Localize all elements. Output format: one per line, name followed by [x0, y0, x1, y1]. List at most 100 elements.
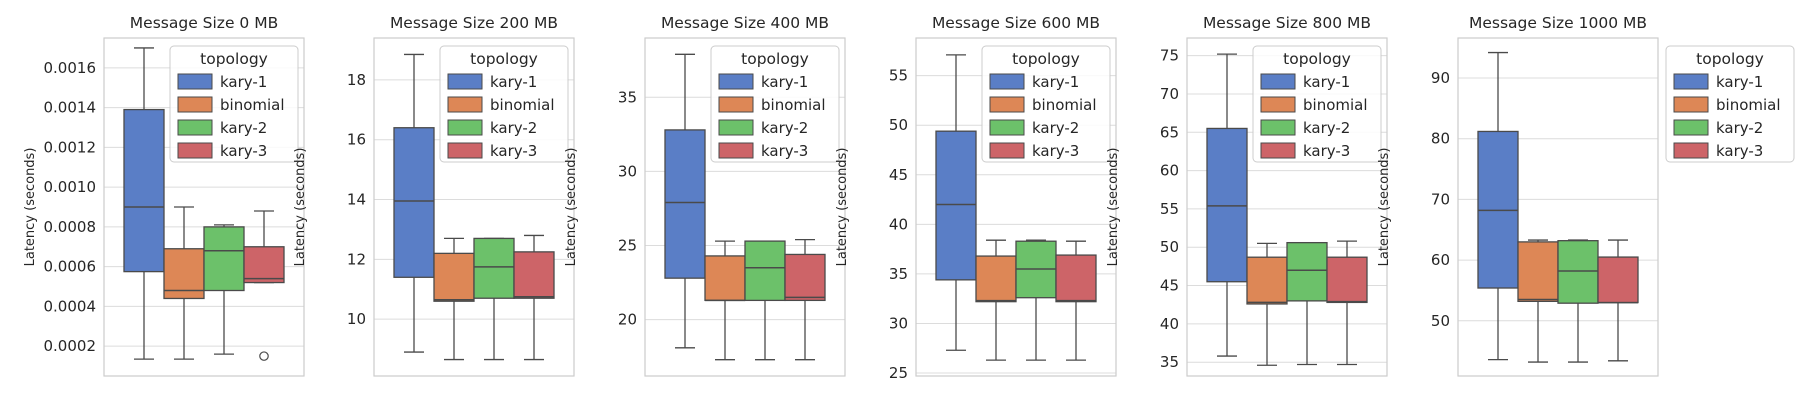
- legend-swatch-kary-2: [177, 119, 213, 136]
- legend-title: topology: [1283, 50, 1351, 68]
- legend-label-kary-2: kary-2: [761, 119, 808, 137]
- legend-swatch-kary-2: [1260, 119, 1296, 136]
- box-iqr: [704, 255, 746, 302]
- y-tick-label: 45: [1160, 277, 1179, 295]
- y-tick-label: 14: [347, 191, 366, 209]
- box-iqr: [1597, 256, 1639, 304]
- y-tick-label: 25: [618, 237, 637, 255]
- plot-frame: [373, 37, 575, 377]
- legend-swatch-kary-2: [718, 119, 754, 136]
- legend-swatch-kary-3: [1260, 142, 1296, 159]
- legend-swatch-kary-3: [1673, 142, 1709, 159]
- legend-swatch-binomial: [177, 96, 213, 113]
- legend-label-kary-1: kary-1: [1716, 73, 1763, 91]
- y-tick-label: 0.0004: [44, 297, 97, 315]
- legend-label-binomial: binomial: [1032, 96, 1097, 114]
- chart-title: Message Size 800 MB: [1203, 14, 1371, 32]
- plot-frame: [644, 37, 846, 377]
- box-kary-2: [1286, 241, 1328, 366]
- y-tick-label: 0.0008: [44, 218, 97, 236]
- legend-swatch-kary-1: [1673, 73, 1709, 90]
- box-iqr: [1206, 127, 1248, 283]
- box-iqr: [203, 226, 245, 292]
- legend: topology kary-1 binomial kary-2 kary-3: [439, 45, 569, 163]
- box-iqr: [1517, 241, 1559, 303]
- box-iqr: [1326, 256, 1368, 304]
- legend-label-kary-1: kary-1: [1303, 73, 1350, 91]
- legend-label-kary-2: kary-2: [1716, 119, 1763, 137]
- legend-swatch-kary-2: [1673, 119, 1709, 136]
- y-tick-label: 25: [889, 364, 908, 382]
- legend-label-binomial: binomial: [220, 96, 285, 114]
- box-binomial: [704, 240, 746, 361]
- y-tick-label: 50: [1160, 238, 1179, 256]
- box-iqr: [1286, 241, 1328, 302]
- chart-title: Message Size 200 MB: [390, 14, 558, 32]
- legend: topology kary-1 binomial kary-2 kary-3: [981, 45, 1111, 163]
- legend-title: topology: [741, 50, 809, 68]
- box-iqr: [243, 246, 285, 284]
- legend: topology kary-1 binomial kary-2 kary-3: [710, 45, 840, 163]
- legend-label-binomial: binomial: [761, 96, 826, 114]
- box-binomial: [1517, 239, 1559, 363]
- legend-swatch-kary-2: [447, 119, 483, 136]
- legend-swatch-kary-1: [1260, 73, 1296, 90]
- y-tick-label: 16: [347, 131, 366, 149]
- legend-swatch-binomial: [447, 96, 483, 113]
- box-iqr: [664, 129, 706, 279]
- legend-swatch-kary-1: [989, 73, 1025, 90]
- box-iqr: [123, 108, 165, 273]
- legend-label-kary-2: kary-2: [490, 119, 537, 137]
- box-iqr: [513, 251, 555, 299]
- legend-swatch-kary-3: [447, 142, 483, 159]
- box-kary-2: [473, 237, 515, 361]
- y-tick-label: 10: [347, 310, 366, 328]
- legend-swatch-kary-2: [989, 119, 1025, 136]
- y-tick-label: 90: [1431, 69, 1450, 87]
- legend-label-binomial: binomial: [1716, 96, 1781, 114]
- box-iqr: [784, 253, 826, 302]
- y-tick-label: 0.0002: [44, 337, 97, 355]
- box-kary-3: [513, 234, 555, 361]
- legend-label-kary-3: kary-3: [1032, 142, 1079, 160]
- panel-4: 35 40 45 50 55 60 65 70 75 Message Size 800 MB Lat…: [1106, 14, 1388, 377]
- legend-title: topology: [200, 50, 268, 68]
- y-tick-label: 20: [618, 311, 637, 329]
- box-kary-2: [203, 224, 245, 355]
- box-iqr: [975, 255, 1017, 303]
- chart-title: Message Size 0 MB: [130, 14, 278, 32]
- box-kary-3: [784, 238, 826, 361]
- y-tick-label: 55: [889, 67, 908, 85]
- box-iqr: [393, 127, 435, 278]
- box-kary-2: [1015, 239, 1057, 361]
- y-tick-label: 0.0016: [44, 59, 97, 77]
- box-kary-3: [1326, 240, 1368, 366]
- y-tick-label: 80: [1431, 130, 1450, 148]
- y-tick-label: 75: [1160, 47, 1179, 65]
- box-binomial: [1246, 242, 1288, 366]
- legend-label-kary-3: kary-3: [490, 142, 537, 160]
- box-kary-1: [935, 54, 977, 351]
- box-iqr: [935, 130, 977, 281]
- y-tick-label: 60: [1431, 251, 1450, 269]
- legend-label-kary-3: kary-3: [1716, 142, 1763, 160]
- box-kary-1: [1477, 51, 1519, 361]
- y-axis-label: Latency (seconds): [23, 148, 38, 267]
- legend-swatch-kary-1: [718, 73, 754, 90]
- legend-swatch-kary-3: [177, 142, 213, 159]
- y-axis-label: Latency (seconds): [1377, 148, 1392, 267]
- legend: topology kary-1 binomial kary-2 kary-3: [169, 45, 299, 163]
- box-kary-3: [1055, 240, 1097, 361]
- y-tick-label: 0.0006: [44, 258, 97, 276]
- y-tick-label: 65: [1160, 123, 1179, 141]
- legend-swatch-kary-1: [177, 73, 213, 90]
- y-tick-label: 50: [1431, 312, 1450, 330]
- legend-label-kary-2: kary-2: [1032, 119, 1079, 137]
- y-axis-label: Latency (seconds): [1106, 148, 1121, 267]
- legend: topology kary-1 binomial kary-2 kary-3: [1665, 45, 1795, 163]
- y-tick-label: 30: [618, 162, 637, 180]
- box-iqr: [433, 252, 475, 302]
- y-tick-label: 35: [618, 88, 637, 106]
- plot-frame: [1186, 37, 1388, 377]
